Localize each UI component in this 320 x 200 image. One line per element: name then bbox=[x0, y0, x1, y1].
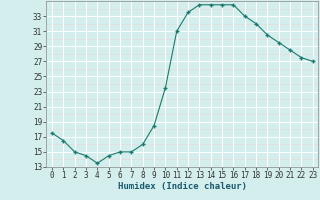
X-axis label: Humidex (Indice chaleur): Humidex (Indice chaleur) bbox=[118, 182, 247, 191]
